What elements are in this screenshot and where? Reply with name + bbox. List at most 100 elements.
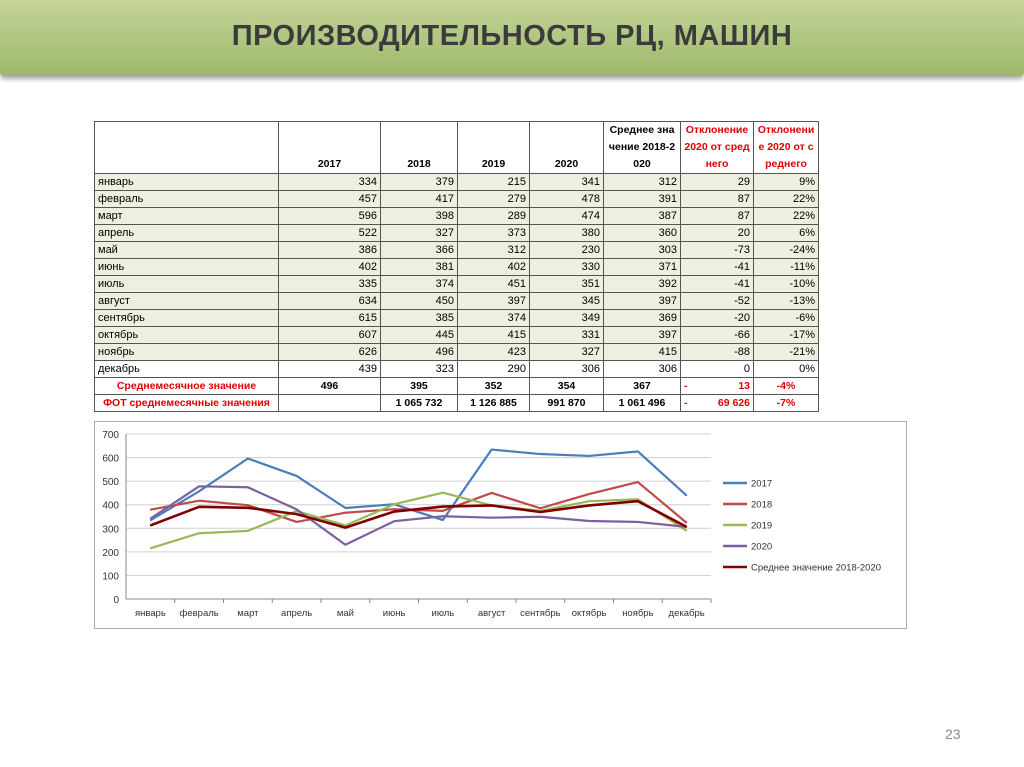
table-cell: 29 [680, 173, 754, 191]
table-cell: 330 [529, 258, 604, 276]
table-cell: 0% [753, 360, 819, 378]
x-tick-label: февраль [180, 608, 219, 619]
data-point [149, 518, 151, 520]
data-table: 2017 2018 2019 2020 Среднее значение 2018-20… [94, 121, 819, 412]
series-line-1 [150, 480, 688, 524]
column-header: 2020 [529, 121, 604, 174]
data-point [588, 520, 590, 522]
data-point [491, 492, 493, 494]
table-cell: 87 [680, 207, 754, 225]
table-cell: 306 [603, 360, 681, 378]
column-header: Отклонение 2020 от среднего [753, 121, 819, 174]
table-cell: 596 [278, 207, 381, 225]
table-cell: 615 [278, 309, 381, 327]
table-cell: март [94, 207, 279, 225]
table-cell: 327 [529, 343, 604, 361]
table-cell: 349 [529, 309, 604, 327]
data-point [442, 515, 444, 517]
page-number: 23 [945, 726, 961, 742]
table-cell: 351 [529, 275, 604, 293]
summary-row: ФОТ среднемесячные значения 1 065 732 1 12… [94, 394, 819, 412]
table-cell: 373 [457, 224, 530, 242]
data-point [344, 544, 346, 546]
data-point [296, 521, 298, 523]
table-cell: -6% [753, 309, 819, 327]
summary-cell: 354 [529, 377, 604, 395]
table-cell: 22% [753, 190, 819, 208]
data-point [686, 522, 688, 524]
table-cell: 626 [278, 343, 381, 361]
data-point [442, 506, 444, 508]
line-chart: 0 100 200 300 400 500 600 700 январь февраль март а… [94, 421, 907, 629]
summary-cell: 1 126 885 [457, 394, 530, 412]
table-cell: 230 [529, 241, 604, 259]
table-cell: 402 [457, 258, 530, 276]
table-cell: 634 [278, 292, 381, 310]
data-point [539, 453, 541, 455]
table-cell: -17% [753, 326, 819, 344]
y-tick-label: 200 [102, 548, 119, 559]
table-cell: 0 [680, 360, 754, 378]
table-cell: 22% [753, 207, 819, 225]
y-tick-label: 100 [102, 571, 119, 582]
table-cell: 306 [529, 360, 604, 378]
x-tick-label: декабрь [669, 608, 705, 619]
table-cell: октябрь [94, 326, 279, 344]
data-point [296, 508, 298, 510]
table-cell: 312 [603, 173, 681, 191]
table-cell: -88 [680, 343, 754, 361]
data-point [637, 500, 639, 502]
summary-row: Среднемесячное значение 496 395 352 354 367- 1… [94, 377, 819, 395]
summary-cell: 991 870 [529, 394, 604, 412]
data-point [491, 517, 493, 519]
table-cell: 402 [278, 258, 381, 276]
table-cell: февраль [94, 190, 279, 208]
table-cell: 323 [380, 360, 458, 378]
table-cell: 371 [603, 258, 681, 276]
data-point [247, 507, 249, 509]
table-cell: 379 [380, 173, 458, 191]
table-cell: 20 [680, 224, 754, 242]
table-cell: 331 [529, 326, 604, 344]
table-cell: 87 [680, 190, 754, 208]
data-point [637, 450, 639, 452]
summary-cell: 1 061 496 [603, 394, 681, 412]
data-point [198, 485, 200, 487]
column-header: 2017 [278, 121, 381, 174]
data-point [247, 530, 249, 532]
table-cell: 392 [603, 275, 681, 293]
table-row: май 386 366 312 230 303 -73 -24% [94, 241, 819, 259]
table-row: апрель 522 327 373 380 360 20 6% [94, 224, 819, 242]
table-cell: 374 [457, 309, 530, 327]
table-cell: 397 [457, 292, 530, 310]
y-tick-label: 500 [102, 477, 119, 488]
summary-cell: - 69 626 [680, 394, 754, 412]
data-point [442, 510, 444, 512]
data-point [247, 458, 249, 460]
data-point [637, 498, 639, 500]
x-tick-label: октябрь [572, 608, 607, 619]
table-row: март 596 398 289 474 387 87 22% [94, 207, 819, 225]
y-tick-label: 300 [102, 524, 119, 535]
table-cell: 380 [529, 224, 604, 242]
table-cell: 290 [457, 360, 530, 378]
table-cell: -20 [680, 309, 754, 327]
summary-cell: - 13 [680, 377, 754, 395]
summary-cell: 395 [380, 377, 458, 395]
series-line-4 [149, 499, 688, 529]
table-cell: -11% [753, 258, 819, 276]
table-cell: 397 [603, 292, 681, 310]
y-tick-label: 0 [113, 595, 119, 606]
data-point [442, 519, 444, 521]
table-row: февраль 457 417 279 478 391 87 22% [94, 190, 819, 208]
data-point [588, 504, 590, 506]
table-cell: 327 [380, 224, 458, 242]
column-header: Среднее значение 2018-2020 [603, 121, 681, 174]
table-cell: 387 [603, 207, 681, 225]
data-point [198, 490, 200, 492]
table-cell: 345 [529, 292, 604, 310]
table-cell: -66 [680, 326, 754, 344]
summary-cell: ФОТ среднемесячные значения [94, 394, 279, 412]
column-header: Отклонение 2020 от среднего [680, 121, 754, 174]
table-cell: -24% [753, 241, 819, 259]
